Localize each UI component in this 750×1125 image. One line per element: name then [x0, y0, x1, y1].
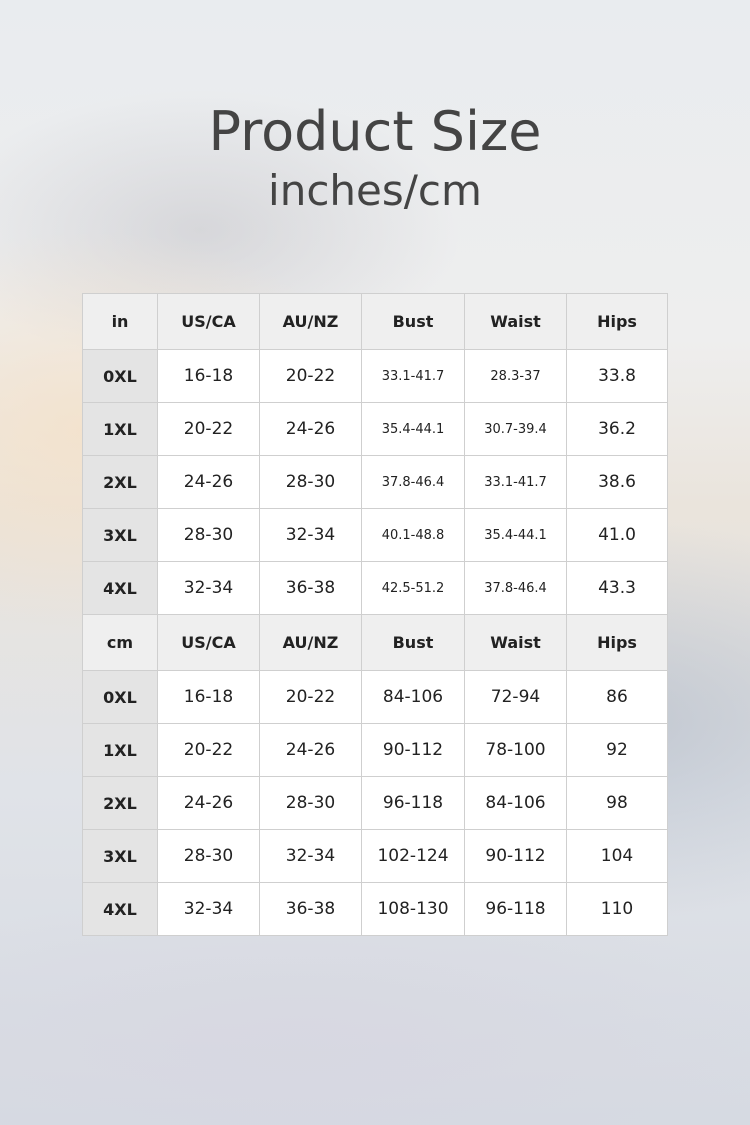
- size-label: 0XL: [82, 349, 158, 403]
- column-header: US/CA: [157, 614, 260, 671]
- table-cell: 32-34: [259, 829, 362, 883]
- table-cell: 40.1-48.8: [361, 508, 465, 562]
- table-cell: 42.5-51.2: [361, 561, 465, 615]
- table-cell: 24-26: [157, 776, 260, 830]
- table-cell: 72-94: [464, 670, 567, 724]
- table-row: 0XL 16-18 20-22 84-106 72-94 86: [82, 670, 668, 724]
- size-label: 3XL: [82, 829, 158, 883]
- table-row: 4XL 32-34 36-38 42.5-51.2 37.8-46.4 43.3: [82, 561, 668, 615]
- column-header: AU/NZ: [259, 293, 362, 350]
- table-cell: 36.2: [566, 402, 668, 456]
- table-cell: 28-30: [259, 455, 362, 509]
- column-header: Hips: [566, 293, 668, 350]
- unit-header: cm: [82, 614, 158, 671]
- table-cell: 20-22: [157, 723, 260, 777]
- table-cell: 16-18: [157, 349, 260, 403]
- column-header: Waist: [464, 614, 567, 671]
- table-cell: 24-26: [259, 402, 362, 456]
- table-cell: 38.6: [566, 455, 668, 509]
- table-cell: 43.3: [566, 561, 668, 615]
- table-cell: 35.4-44.1: [464, 508, 567, 562]
- table-cell: 96-118: [361, 776, 465, 830]
- table-cell: 33.1-41.7: [361, 349, 465, 403]
- table-cell: 37.8-46.4: [361, 455, 465, 509]
- table-cell: 32-34: [259, 508, 362, 562]
- table-cell: 28-30: [157, 829, 260, 883]
- table-cell: 96-118: [464, 882, 567, 936]
- size-label: 2XL: [82, 455, 158, 509]
- table-cell: 33.8: [566, 349, 668, 403]
- table-row: 1XL 20-22 24-26 90-112 78-100 92: [82, 723, 668, 777]
- column-header: Waist: [464, 293, 567, 350]
- table-cell: 110: [566, 882, 668, 936]
- table-cell: 20-22: [157, 402, 260, 456]
- column-header: Bust: [361, 293, 465, 350]
- table-cell: 16-18: [157, 670, 260, 724]
- column-header: US/CA: [157, 293, 260, 350]
- table-cell: 41.0: [566, 508, 668, 562]
- table-cell: 32-34: [157, 561, 260, 615]
- size-label: 4XL: [82, 882, 158, 936]
- table-row: 4XL 32-34 36-38 108-130 96-118 110: [82, 882, 668, 936]
- table-cell: 37.8-46.4: [464, 561, 567, 615]
- table-cell: 84-106: [361, 670, 465, 724]
- table-cell: 32-34: [157, 882, 260, 936]
- table-cell: 28.3-37: [464, 349, 567, 403]
- size-label: 1XL: [82, 402, 158, 456]
- size-label: 3XL: [82, 508, 158, 562]
- table-row: 2XL 24-26 28-30 37.8-46.4 33.1-41.7 38.6: [82, 455, 668, 509]
- table-cell: 36-38: [259, 882, 362, 936]
- table-cell: 90-112: [464, 829, 567, 883]
- table-cell: 92: [566, 723, 668, 777]
- size-label: 2XL: [82, 776, 158, 830]
- table-cell: 36-38: [259, 561, 362, 615]
- table-row: 3XL 28-30 32-34 40.1-48.8 35.4-44.1 41.0: [82, 508, 668, 562]
- size-chart-table: in US/CA AU/NZ Bust Waist Hips 0XL 16-18 20-22 33…: [82, 293, 668, 936]
- page-subtitle: inches/cm: [268, 166, 482, 215]
- table-cell: 35.4-44.1: [361, 402, 465, 456]
- table-cell: 102-124: [361, 829, 465, 883]
- table-cell: 33.1-41.7: [464, 455, 567, 509]
- size-label: 0XL: [82, 670, 158, 724]
- size-label: 4XL: [82, 561, 158, 615]
- unit-header: in: [82, 293, 158, 350]
- table-cell: 30.7-39.4: [464, 402, 567, 456]
- table-cell: 24-26: [157, 455, 260, 509]
- table-row: 1XL 20-22 24-26 35.4-44.1 30.7-39.4 36.2: [82, 402, 668, 456]
- table-cell: 24-26: [259, 723, 362, 777]
- table-cell: 90-112: [361, 723, 465, 777]
- table-cell: 78-100: [464, 723, 567, 777]
- table-row: 0XL 16-18 20-22 33.1-41.7 28.3-37 33.8: [82, 349, 668, 403]
- table-cell: 84-106: [464, 776, 567, 830]
- column-header: Hips: [566, 614, 668, 671]
- table-cell: 86: [566, 670, 668, 724]
- table-row: 2XL 24-26 28-30 96-118 84-106 98: [82, 776, 668, 830]
- table-cell: 20-22: [259, 670, 362, 724]
- page-title: Product Size: [208, 100, 542, 163]
- table-row: 3XL 28-30 32-34 102-124 90-112 104: [82, 829, 668, 883]
- column-header: AU/NZ: [259, 614, 362, 671]
- table-cell: 20-22: [259, 349, 362, 403]
- column-header: Bust: [361, 614, 465, 671]
- header-row-in: in US/CA AU/NZ Bust Waist Hips: [82, 293, 668, 350]
- table-cell: 104: [566, 829, 668, 883]
- table-cell: 28-30: [259, 776, 362, 830]
- table-cell: 108-130: [361, 882, 465, 936]
- header-row-cm: cm US/CA AU/NZ Bust Waist Hips: [82, 614, 668, 671]
- table-cell: 98: [566, 776, 668, 830]
- size-label: 1XL: [82, 723, 158, 777]
- table-cell: 28-30: [157, 508, 260, 562]
